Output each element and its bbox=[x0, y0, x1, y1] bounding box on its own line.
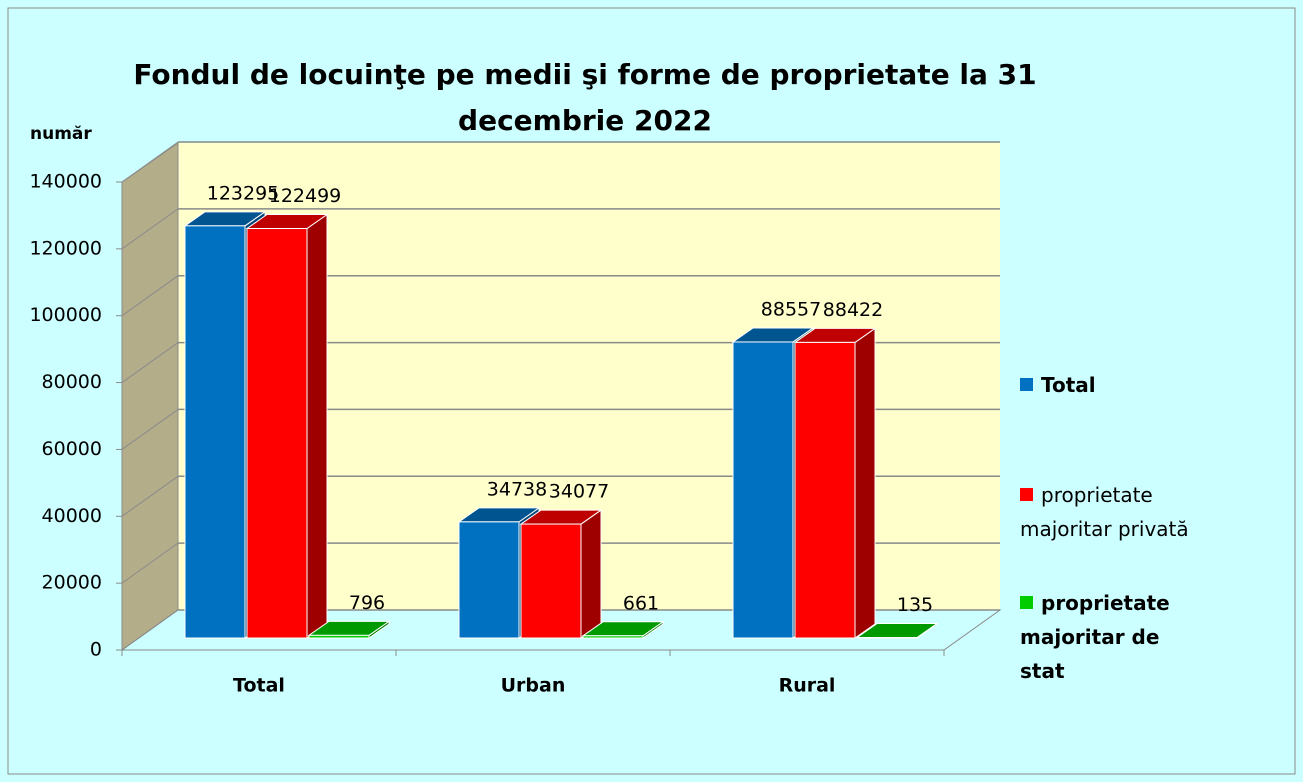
legend-label: Total bbox=[1041, 373, 1096, 397]
grid-line-side bbox=[121, 141, 179, 183]
grid-line-side bbox=[121, 342, 179, 383]
data-label: 34077 bbox=[549, 481, 609, 503]
data-label: 135 bbox=[897, 594, 933, 616]
legend-swatch bbox=[1020, 596, 1033, 609]
bar-side bbox=[580, 509, 602, 639]
x-tick-label: Rural bbox=[779, 675, 836, 697]
legend-label: proprietate majoritar privată bbox=[1020, 483, 1189, 541]
x-tick-label: Urban bbox=[501, 675, 566, 697]
data-label: 34738 bbox=[487, 478, 547, 500]
bar bbox=[458, 521, 520, 639]
legend-swatch bbox=[1020, 488, 1033, 501]
grid-line-side bbox=[121, 275, 179, 317]
bar bbox=[246, 228, 308, 639]
chart-border bbox=[7, 7, 1296, 775]
legend-swatch bbox=[1020, 378, 1033, 391]
y-tick-label: 0 bbox=[90, 639, 102, 661]
legend-item: proprietate majoritar privată bbox=[1020, 478, 1210, 546]
y-tick-label: 140000 bbox=[29, 171, 102, 193]
bar bbox=[520, 523, 582, 639]
data-label: 122499 bbox=[269, 185, 342, 207]
bar bbox=[308, 634, 370, 639]
legend-label: proprietate majoritar de stat bbox=[1020, 591, 1170, 683]
data-label: 796 bbox=[349, 592, 385, 614]
bar-side bbox=[306, 213, 328, 639]
data-label: 123295 bbox=[207, 182, 280, 204]
grid-line-side bbox=[121, 475, 179, 517]
legend-item: Total bbox=[1020, 368, 1210, 402]
y-tick-label: 60000 bbox=[42, 438, 102, 460]
bar bbox=[732, 341, 794, 639]
grid-line-side bbox=[121, 208, 179, 250]
y-tick-label: 20000 bbox=[42, 572, 102, 594]
y-tick-label: 120000 bbox=[29, 237, 102, 259]
chart-title: Fondul de locuinţe pe medii şi forme de … bbox=[133, 58, 1037, 137]
data-label: 88557 bbox=[761, 298, 821, 320]
bar-side bbox=[854, 327, 876, 639]
bar bbox=[184, 225, 246, 639]
legend-item: proprietate majoritar de stat bbox=[1020, 586, 1210, 688]
data-label: 88422 bbox=[823, 299, 883, 321]
y-tick-label: 80000 bbox=[42, 371, 102, 393]
y-axis-label: număr bbox=[30, 124, 92, 144]
grid-line-side bbox=[121, 409, 179, 450]
y-tick-label: 40000 bbox=[42, 505, 102, 527]
y-tick-label: 100000 bbox=[29, 304, 102, 326]
bar bbox=[794, 341, 856, 639]
grid-line-side bbox=[121, 542, 179, 584]
bar bbox=[582, 635, 644, 639]
data-label: 661 bbox=[623, 592, 659, 614]
grid-line-side bbox=[121, 609, 179, 651]
x-tick-label: Total bbox=[233, 675, 285, 697]
side-wall bbox=[121, 142, 179, 651]
